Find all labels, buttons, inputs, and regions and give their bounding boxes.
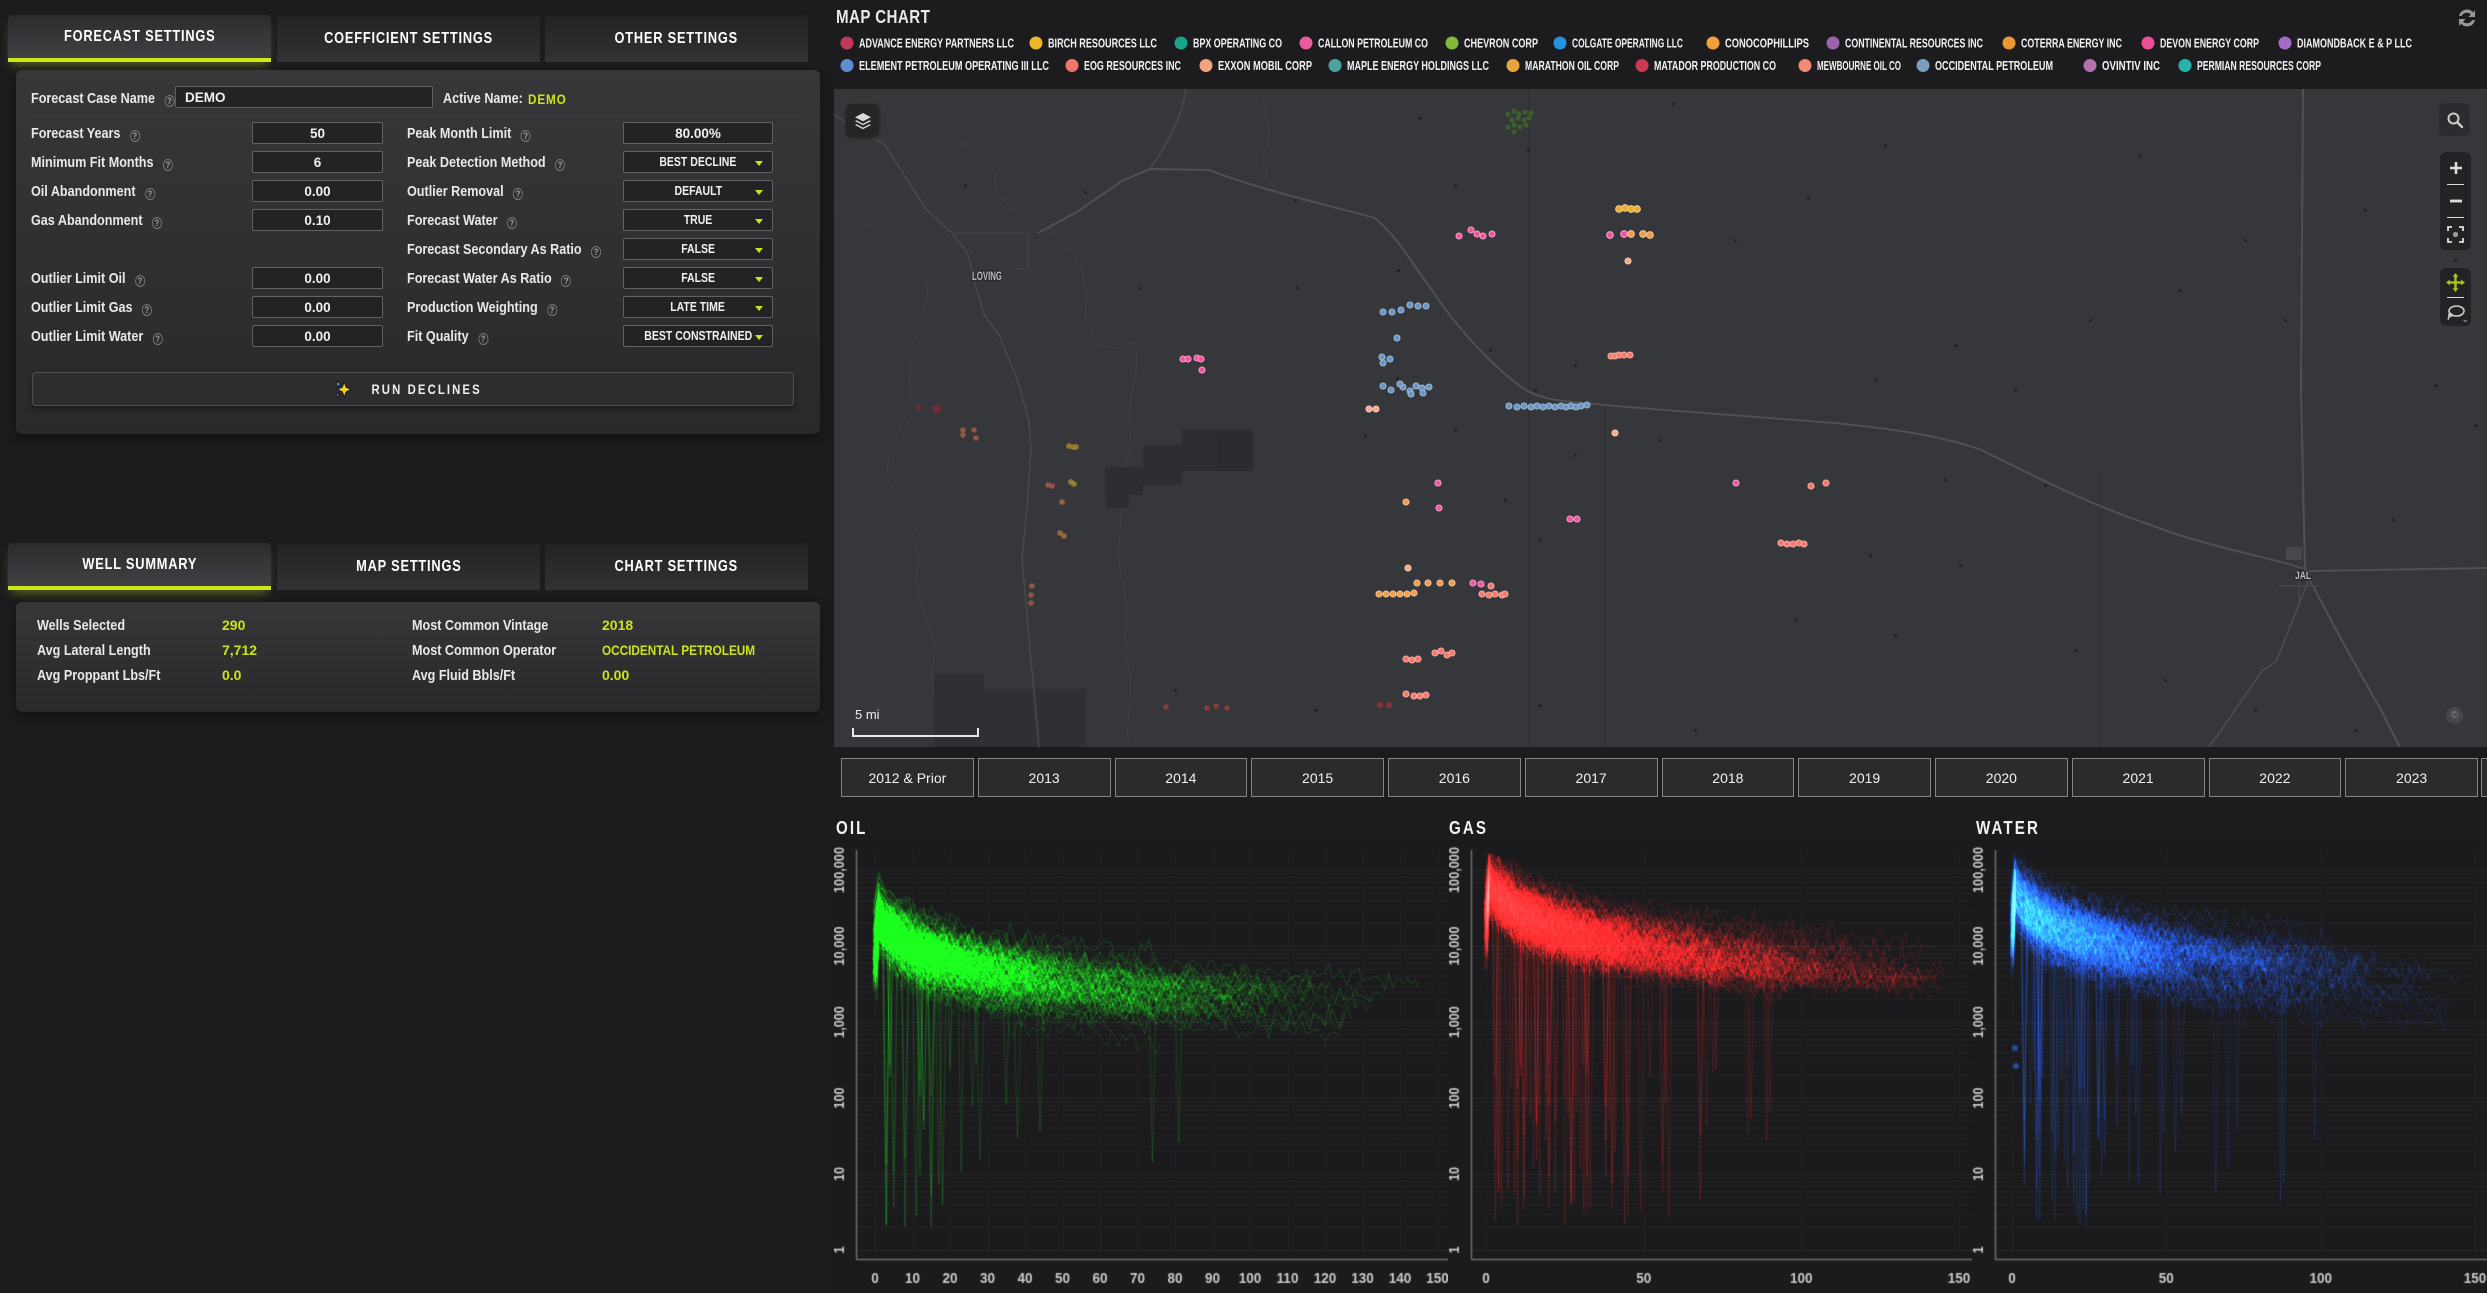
svg-text:BIRCH RESOURCES LLC: BIRCH RESOURCES LLC [1048, 37, 1157, 51]
svg-text:BPX OPERATING CO: BPX OPERATING CO [1193, 37, 1282, 51]
svg-text:ELEMENT PETROLEUM OPERATING II: ELEMENT PETROLEUM OPERATING III LLC [859, 59, 1049, 73]
svg-text:CONOCOPHILLIPS: CONOCOPHILLIPS [1725, 37, 1809, 51]
svg-text:MATADOR PRODUCTION CO: MATADOR PRODUCTION CO [1654, 59, 1776, 73]
svg-text:PERMIAN RESOURCES CORP: PERMIAN RESOURCES CORP [2197, 59, 2321, 73]
svg-text:DEVON ENERGY CORP: DEVON ENERGY CORP [2160, 37, 2259, 51]
svg-text:JAL: JAL [2295, 570, 2311, 582]
svg-text:ADVANCE ENERGY PARTNERS LLC: ADVANCE ENERGY PARTNERS LLC [859, 37, 1014, 51]
svg-text:CONTINENTAL RESOURCES INC: CONTINENTAL RESOURCES INC [1845, 37, 1983, 51]
svg-text:MAPLE ENERGY HOLDINGS LLC: MAPLE ENERGY HOLDINGS LLC [1347, 59, 1489, 73]
svg-text:MARATHON OIL CORP: MARATHON OIL CORP [1525, 59, 1619, 73]
svg-text:CHEVRON CORP: CHEVRON CORP [1464, 37, 1538, 51]
svg-text:LOVING: LOVING [972, 271, 1002, 283]
svg-text:MEWBOURNE OIL CO: MEWBOURNE OIL CO [1817, 59, 1901, 73]
svg-text:CALLON PETROLEUM CO: CALLON PETROLEUM CO [1318, 37, 1428, 51]
svg-text:COTERRA ENERGY INC: COTERRA ENERGY INC [2021, 37, 2122, 51]
svg-text:OCCIDENTAL PETROLEUM: OCCIDENTAL PETROLEUM [1935, 59, 2053, 73]
svg-text:COLGATE OPERATING LLC: COLGATE OPERATING LLC [1572, 37, 1683, 51]
svg-text:EXXON MOBIL CORP: EXXON MOBIL CORP [1218, 59, 1312, 73]
svg-text:EOG RESOURCES INC: EOG RESOURCES INC [1084, 59, 1181, 73]
svg-text:DIAMONDBACK E & P LLC: DIAMONDBACK E & P LLC [2297, 37, 2412, 51]
svg-text:OVINTIV INC: OVINTIV INC [2102, 59, 2160, 73]
